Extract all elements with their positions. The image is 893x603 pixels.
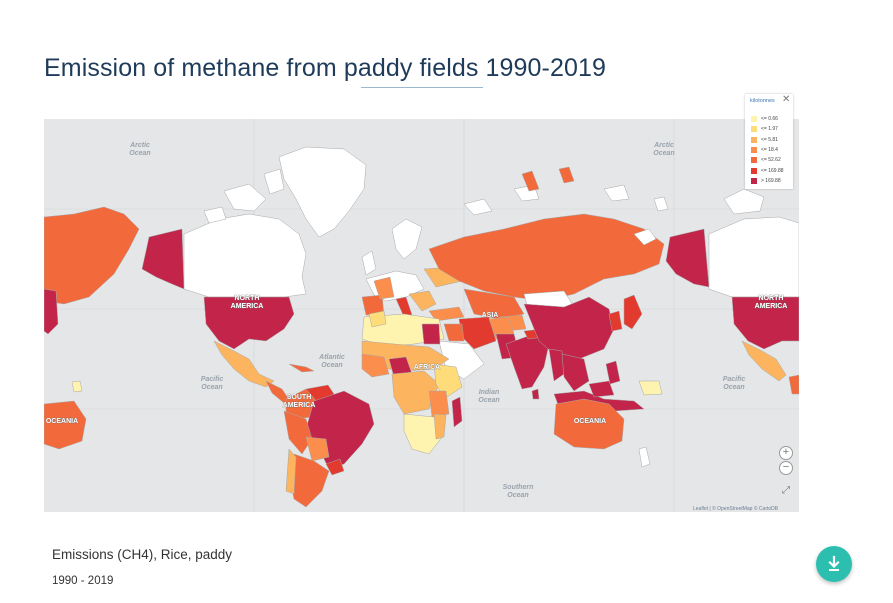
legend-item: <= 169.88 xyxy=(751,165,784,175)
page-title: Emission of methane from paddy fields 19… xyxy=(44,54,606,82)
download-icon xyxy=(828,555,840,571)
legend-swatch xyxy=(751,157,757,164)
legend-swatch xyxy=(751,116,757,123)
world-map[interactable]: Arctic Ocean Arctic Ocean Pacific Ocean … xyxy=(44,119,799,512)
legend-label: <= 52.62 xyxy=(761,157,781,164)
ocean-label-indian-1: Indian xyxy=(479,389,500,396)
region-usa-left xyxy=(203,296,295,350)
ocean-label-atlantic-1: Atlantic xyxy=(318,354,345,361)
ocean-label-arctic-left-1: Arctic xyxy=(129,142,150,149)
legend-label: > 169.88 xyxy=(761,177,781,184)
region-japan xyxy=(623,294,643,330)
legend-title: kilotonnes xyxy=(750,98,775,104)
continent-label-south-america-1: SOUTH xyxy=(287,394,312,401)
region-canada-right xyxy=(708,216,799,298)
continent-label-north-america-right-1: NORTH xyxy=(759,295,784,302)
legend-swatch xyxy=(751,136,757,143)
region-korea xyxy=(608,310,623,332)
ocean-label-arctic-right-2: Ocean xyxy=(653,150,674,157)
ocean-label-indian-2: Ocean xyxy=(478,397,499,404)
legend-label: <= 18.4 xyxy=(761,147,778,154)
region-peru xyxy=(283,410,313,455)
legend-close-icon[interactable]: ✕ xyxy=(782,94,791,105)
region-russia-left xyxy=(44,206,140,305)
region-greenland xyxy=(278,146,367,238)
region-china xyxy=(523,296,615,360)
continent-label-south-america-2: AMERICA xyxy=(283,402,316,409)
legend-item: <= 18.4 xyxy=(751,145,784,155)
region-uruguay xyxy=(325,458,345,476)
region-sri-lanka xyxy=(531,388,540,400)
map-legend: kilotonnes ✕ <= 0.66 <= 1.97 <= 5.81 <= 18.… xyxy=(745,94,793,189)
legend-label: <= 1.97 xyxy=(761,126,778,133)
indicator-label: Emissions (CH4), Rice, paddy xyxy=(52,547,233,562)
continent-label-oceania-right: OCEANIA xyxy=(574,418,606,425)
legend-items: <= 0.66 <= 1.97 <= 5.81 <= 18.4 <= 52.62 <= 1… xyxy=(751,114,784,186)
continent-label-north-america-right-2: AMERICA xyxy=(755,303,788,310)
legend-swatch xyxy=(751,147,757,154)
legend-swatch xyxy=(751,177,757,184)
region-new-zealand xyxy=(638,446,651,468)
ocean-label-southern-1: Southern xyxy=(503,484,534,491)
region-mozambique xyxy=(433,413,447,440)
fullscreen-icon[interactable]: ⤢ xyxy=(782,485,790,496)
ocean-label-atlantic-2: Ocean xyxy=(321,362,342,369)
ocean-label-southern-2: Ocean xyxy=(507,492,528,499)
title-link-underline xyxy=(361,87,483,88)
region-iraq xyxy=(443,323,465,342)
region-philippines xyxy=(605,360,621,385)
region-egypt xyxy=(421,323,441,345)
region-morocco xyxy=(368,310,387,328)
legend-swatch xyxy=(751,126,757,133)
region-alaska-right xyxy=(665,228,710,288)
map-attribution[interactable]: Leaflet | © OpenStreetMap © CartoDB xyxy=(693,506,779,512)
region-west-africa xyxy=(361,353,390,378)
legend-item: <= 52.62 xyxy=(751,155,784,165)
region-mexico-right xyxy=(741,340,787,382)
region-madagascar xyxy=(451,396,463,428)
region-east-africa xyxy=(433,363,463,400)
year-range: 1990 - 2019 xyxy=(52,575,114,587)
ocean-label-pacific-left-1: Pacific xyxy=(201,376,224,383)
map-canvas[interactable]: Arctic Ocean Arctic Ocean Pacific Ocean … xyxy=(44,119,799,512)
ocean-label-arctic-right-1: Arctic xyxy=(653,142,674,149)
legend-label: <= 5.81 xyxy=(761,136,778,143)
region-turkey xyxy=(428,306,465,322)
legend-item: <= 1.97 xyxy=(751,124,784,134)
legend-swatch xyxy=(751,167,757,174)
ocean-label-arctic-left-2: Ocean xyxy=(129,150,150,157)
ocean-label-pacific-right-1: Pacific xyxy=(723,376,746,383)
continent-label-north-america-left-1: NORTH xyxy=(235,295,260,302)
region-bolivia xyxy=(305,436,330,462)
region-russia xyxy=(428,213,665,302)
region-australia xyxy=(553,398,625,450)
region-alaska-left xyxy=(141,228,185,290)
zoom-in-button[interactable]: + xyxy=(779,446,793,460)
region-balkans xyxy=(408,290,437,312)
legend-item: > 169.88 xyxy=(751,176,784,186)
region-central-africa xyxy=(391,370,440,415)
legend-label: <= 169.88 xyxy=(761,167,784,174)
zoom-out-button[interactable]: − xyxy=(779,461,793,475)
region-uk xyxy=(361,250,377,276)
continent-label-north-america-left-2: AMERICA xyxy=(231,303,264,310)
region-indochina xyxy=(561,353,590,392)
region-tanzania xyxy=(428,390,450,418)
region-australia-left xyxy=(44,400,87,450)
download-button[interactable] xyxy=(816,546,852,582)
region-scandinavia xyxy=(391,218,423,260)
region-france xyxy=(373,276,395,300)
continent-label-asia: ASIA xyxy=(482,312,499,319)
legend-item: <= 0.66 xyxy=(751,114,784,124)
ocean-label-pacific-left-2: Ocean xyxy=(201,384,222,391)
continent-label-africa: AFRICA xyxy=(414,364,440,371)
continent-label-oceania-left: OCEANIA xyxy=(46,418,78,425)
legend-item: <= 5.81 xyxy=(751,135,784,145)
ocean-label-pacific-right-2: Ocean xyxy=(723,384,744,391)
legend-label: <= 0.66 xyxy=(761,116,778,123)
region-canada xyxy=(183,213,307,298)
region-usa-right xyxy=(731,296,799,350)
